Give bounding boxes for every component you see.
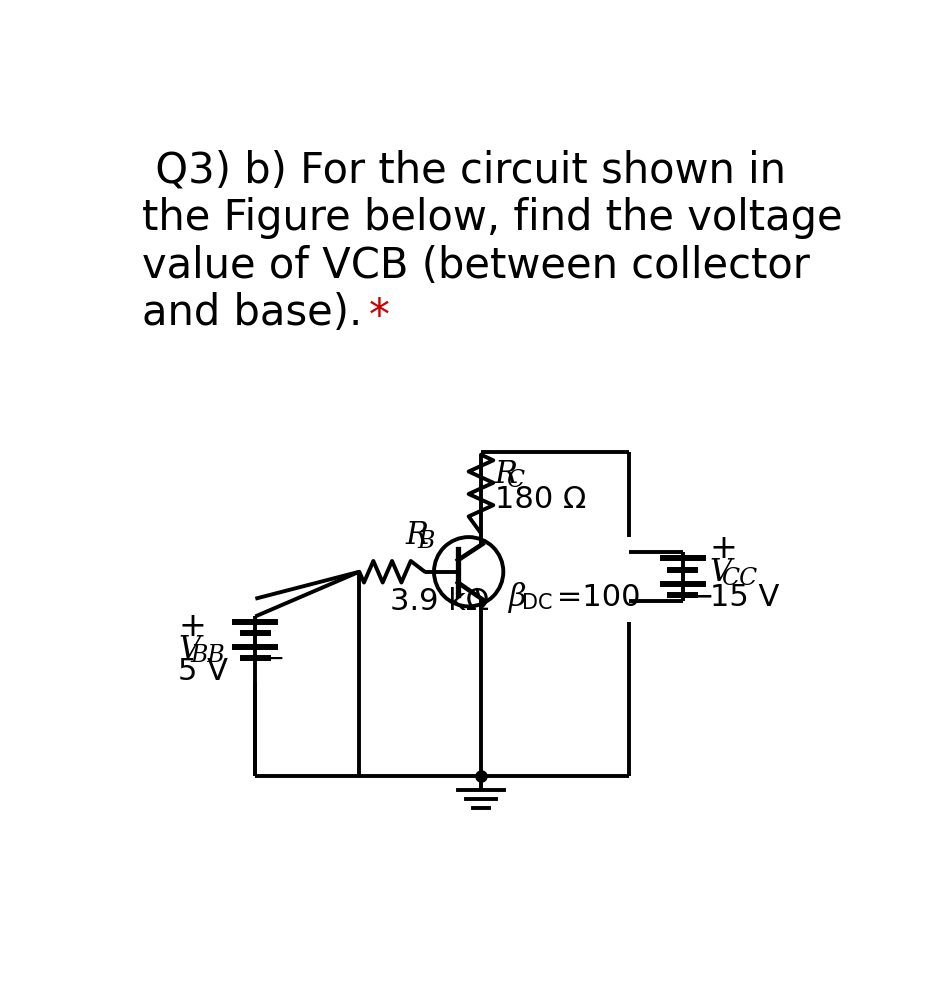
Text: 3.9 kΩ: 3.9 kΩ [390, 587, 489, 616]
Text: V: V [710, 557, 731, 588]
Text: =100: =100 [547, 583, 640, 611]
Text: and base).: and base). [142, 292, 376, 334]
Text: 15 V: 15 V [710, 583, 780, 611]
Text: BB: BB [190, 643, 224, 666]
Text: value of VCB (between collector: value of VCB (between collector [142, 245, 810, 286]
Text: *: * [369, 296, 390, 338]
Text: V: V [179, 634, 201, 665]
Text: 180 Ω: 180 Ω [495, 484, 587, 514]
Text: −: − [689, 583, 714, 611]
Text: CC: CC [721, 566, 758, 589]
Text: β: β [509, 582, 526, 612]
Text: R: R [495, 459, 517, 490]
Text: +: + [710, 531, 738, 564]
Text: R: R [406, 520, 429, 551]
Text: DC: DC [522, 593, 552, 612]
Text: +: + [179, 609, 206, 643]
Text: C: C [506, 468, 524, 491]
Text: Q3) b) For the circuit shown in: Q3) b) For the circuit shown in [142, 149, 786, 191]
Text: 5 V: 5 V [179, 656, 228, 685]
Text: −: − [261, 644, 285, 672]
Text: the Figure below, find the voltage: the Figure below, find the voltage [142, 197, 843, 239]
Text: B: B [417, 529, 434, 552]
